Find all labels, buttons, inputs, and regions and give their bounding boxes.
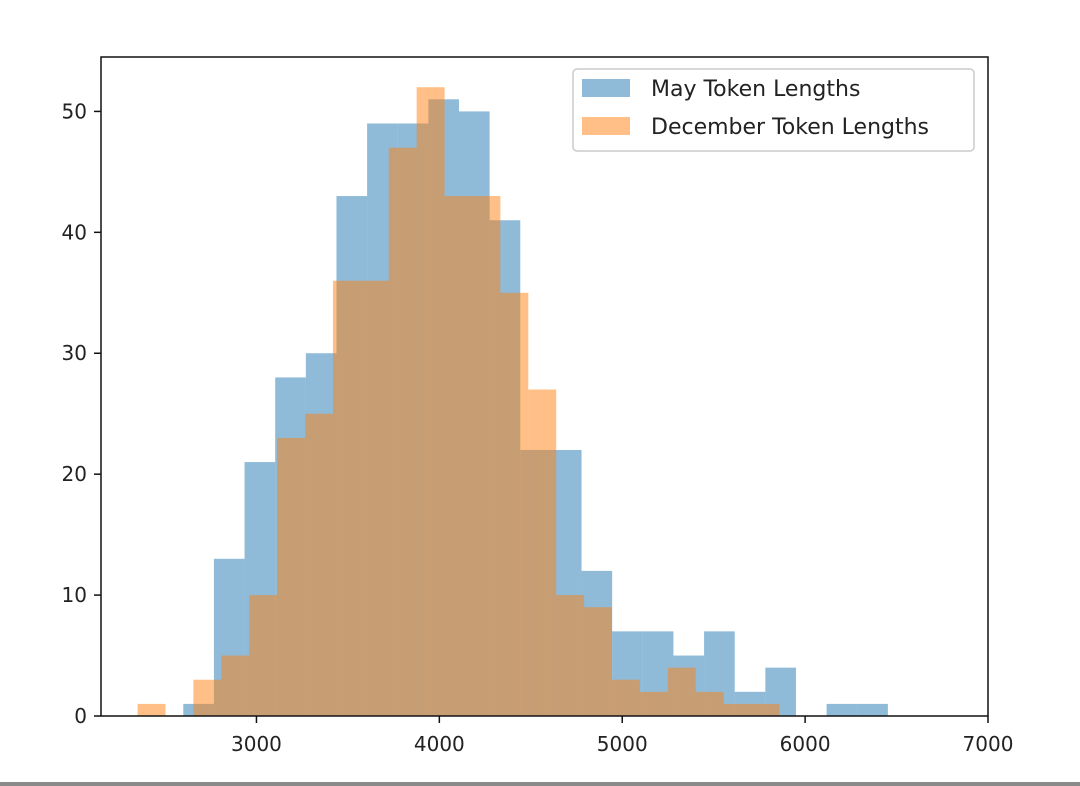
- histogram-bar: [360, 280, 389, 716]
- legend-label: December Token Lengths: [651, 115, 929, 140]
- bottom-border: [0, 782, 1080, 786]
- x-tick-label: 6000: [780, 732, 831, 756]
- x-tick-label: 5000: [597, 732, 648, 756]
- y-tick-label: 0: [74, 704, 87, 728]
- x-tick-label: 4000: [414, 732, 465, 756]
- series-1: [137, 87, 780, 716]
- histogram-bar: [751, 703, 780, 716]
- histogram-bar: [305, 413, 333, 716]
- histogram-bar: [695, 691, 724, 716]
- histogram-bar: [137, 703, 166, 716]
- histogram-bar: [472, 196, 501, 716]
- legend-box: [572, 68, 975, 152]
- histogram-bar: [193, 679, 222, 716]
- axes-frame: [100, 56, 989, 717]
- x-tick-label: 7000: [963, 732, 1014, 756]
- histogram-bar: [249, 595, 278, 716]
- histogram-bar: [667, 667, 696, 716]
- histogram-bar: [584, 607, 613, 716]
- legend: May Token Lengths December Token Lengths: [572, 68, 975, 152]
- histogram-bar: [639, 691, 668, 716]
- histogram-bar: [277, 437, 306, 716]
- histogram-bars: [137, 87, 888, 717]
- histogram-bar: [332, 280, 361, 716]
- legend-swatch: [582, 79, 630, 97]
- y-axis-ticks: 0 10 20 30 40 50: [62, 99, 101, 728]
- histogram-bar: [528, 389, 557, 716]
- histogram-bar: [556, 595, 585, 716]
- histogram-bar: [388, 147, 417, 716]
- y-tick-label: 50: [62, 99, 87, 123]
- histogram-bar: [826, 703, 858, 716]
- histogram-bar: [612, 679, 640, 716]
- y-tick-label: 30: [62, 341, 87, 365]
- histogram-bar: [723, 703, 752, 716]
- legend-label: May Token Lengths: [651, 77, 860, 102]
- y-tick-label: 10: [62, 583, 87, 607]
- legend-swatch: [582, 117, 630, 135]
- histogram-bar: [444, 196, 473, 716]
- histogram-bar: [221, 655, 250, 716]
- histogram-bar: [416, 87, 445, 716]
- x-axis-ticks: 3000 4000 5000 6000 7000: [231, 716, 1013, 756]
- y-tick-label: 40: [62, 220, 87, 244]
- x-tick-label: 3000: [231, 732, 282, 756]
- histogram-bar: [857, 703, 888, 716]
- histogram-bar: [500, 292, 529, 716]
- y-tick-label: 20: [62, 462, 87, 486]
